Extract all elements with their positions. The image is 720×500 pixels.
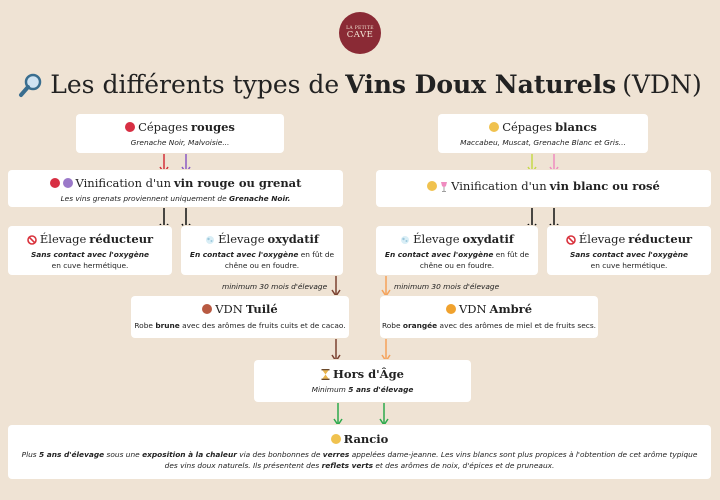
vinif-blanc-label: Vinification d'un [451, 179, 547, 193]
wine-glass-icon [440, 181, 448, 192]
reducteur-right-heading: Élevage réducteur [547, 232, 711, 246]
vinif-rouge-heading: Vinification d'un vin rouge ou grenat [8, 176, 343, 190]
note-right: minimum 30 mois d'élevage [394, 282, 500, 291]
reducteur-right-text: Sans contact avec l'oxygène en cuve hermé… [569, 250, 689, 270]
rancio-heading: Rancio [8, 432, 711, 446]
reducteur-left-heading: Élevage réducteur [8, 232, 172, 246]
prohibit-icon [27, 234, 37, 245]
hourglass-icon [321, 368, 330, 380]
yellow-grape-dot-icon [427, 181, 438, 191]
logo: LA PETITE CAVE [339, 12, 381, 54]
box-elevage-reducteur-left: Élevage réducteur Sans contact avec l'oxy… [8, 226, 172, 275]
box-cepages-rouges: Cépages rouges Grenache Noir, Malvoisie..… [76, 114, 284, 153]
vinif-rouge-text: Les vins grenats proviennent uniquement … [60, 194, 291, 203]
red-grape-dot-icon [49, 178, 60, 188]
note-left: minimum 30 mois d'élevage [222, 282, 328, 291]
title-bold: Vins Doux Naturels [345, 70, 617, 99]
oxydatif-right-heading: Élevage oxydatif [376, 232, 538, 246]
vinif-rouge-bold: vin rouge ou grenat [174, 176, 302, 190]
oxydatif-right-text: En contact avec l'oxygène en fût de chên… [384, 250, 530, 270]
cepages-blancs-bold: blancs [555, 120, 597, 134]
hors-age-heading: Hors d'Âge [254, 367, 471, 381]
box-elevage-oxydatif-left: Élevage oxydatif En contact avec l'oxygèn… [181, 226, 343, 275]
arrow-oxydatif-tuile [331, 275, 341, 298]
ambre-dot-icon [445, 304, 456, 314]
vdn-ambre-heading: VDN Ambré [380, 302, 598, 316]
bubble-icon [205, 234, 215, 244]
vinif-blanc-bold: vin blanc ou rosé [549, 179, 660, 193]
oxydatif-left-heading: Élevage oxydatif [181, 232, 343, 246]
arrow-horsage-rancio-left [333, 402, 343, 427]
magnifier-icon [18, 72, 44, 98]
page-title: Les différents types de Vins Doux Nature… [0, 70, 720, 99]
vdn-tuile-text: Robe brune avec des arômes de fruits cui… [134, 321, 346, 330]
cepages-blancs-heading: Cépages blancs [438, 120, 648, 134]
logo-line2: CAVE [346, 30, 374, 40]
rancio-text: Plus 5 ans d'élevage sous une exposition… [21, 450, 698, 470]
hors-age-text: Minimum 5 ans d'élevage [311, 385, 414, 394]
box-vdn-tuile: VDN Tuilé Robe brune avec des arômes de f… [131, 296, 349, 338]
vdn-ambre-text: Robe orangée avec des arômes de miel et … [381, 321, 597, 330]
prohibit-icon [566, 234, 576, 245]
box-hors-age: Hors d'Âge Minimum 5 ans d'élevage [254, 360, 471, 402]
arrow-oxydatif-ambre [381, 275, 391, 298]
tuile-dot-icon [202, 304, 213, 314]
yellow-grape-dot-icon [489, 122, 500, 132]
rancio-dot-icon [330, 434, 341, 444]
box-elevage-reducteur-right: Élevage réducteur Sans contact avec l'oxy… [547, 226, 711, 275]
box-rancio: Rancio Plus 5 ans d'élevage sous une exp… [8, 425, 711, 479]
box-elevage-oxydatif-right: Élevage oxydatif En contact avec l'oxygèn… [376, 226, 538, 275]
cepages-rouges-heading: Cépages rouges [76, 120, 284, 134]
cepages-rouges-label: Cépages [138, 120, 188, 134]
cepages-blancs-label: Cépages [502, 120, 553, 134]
reducteur-left-text: Sans contact avec l'oxygène en cuve hermé… [30, 250, 150, 270]
box-cepages-blancs: Cépages blancs Maccabeu, Muscat, Grenache… [438, 114, 648, 153]
box-vinif-blanc: Vinification d'un vin blanc ou rosé [376, 170, 711, 207]
arrow-tuile-horsage [331, 338, 341, 363]
title-part2: (VDN) [622, 70, 702, 99]
cepages-rouges-text: Grenache Noir, Malvoisie... [130, 138, 230, 147]
box-vdn-ambre: VDN Ambré Robe orangée avec des arômes de… [380, 296, 598, 338]
vdn-tuile-heading: VDN Tuilé [131, 302, 349, 316]
arrow-horsage-rancio-right [379, 402, 389, 427]
vinif-rouge-label: Vinification d'un [75, 176, 171, 190]
purple-grape-dot-icon [62, 178, 73, 188]
cepages-blancs-text: Maccabeu, Muscat, Grenache Blanc et Gris… [460, 138, 626, 147]
oxydatif-left-text: En contact avec l'oxygène en fût de chên… [189, 250, 335, 270]
red-grape-dot-icon [125, 122, 136, 132]
title-part1: Les différents types de [50, 70, 340, 99]
cepages-rouges-bold: rouges [190, 120, 235, 134]
logo-line1: LA PETITE [346, 26, 374, 31]
bubble-icon [400, 234, 410, 244]
arrow-ambre-horsage [381, 338, 391, 363]
box-vinif-rouge: Vinification d'un vin rouge ou grenat Les… [8, 170, 343, 207]
vinif-blanc-heading: Vinification d'un vin blanc ou rosé [376, 179, 711, 193]
